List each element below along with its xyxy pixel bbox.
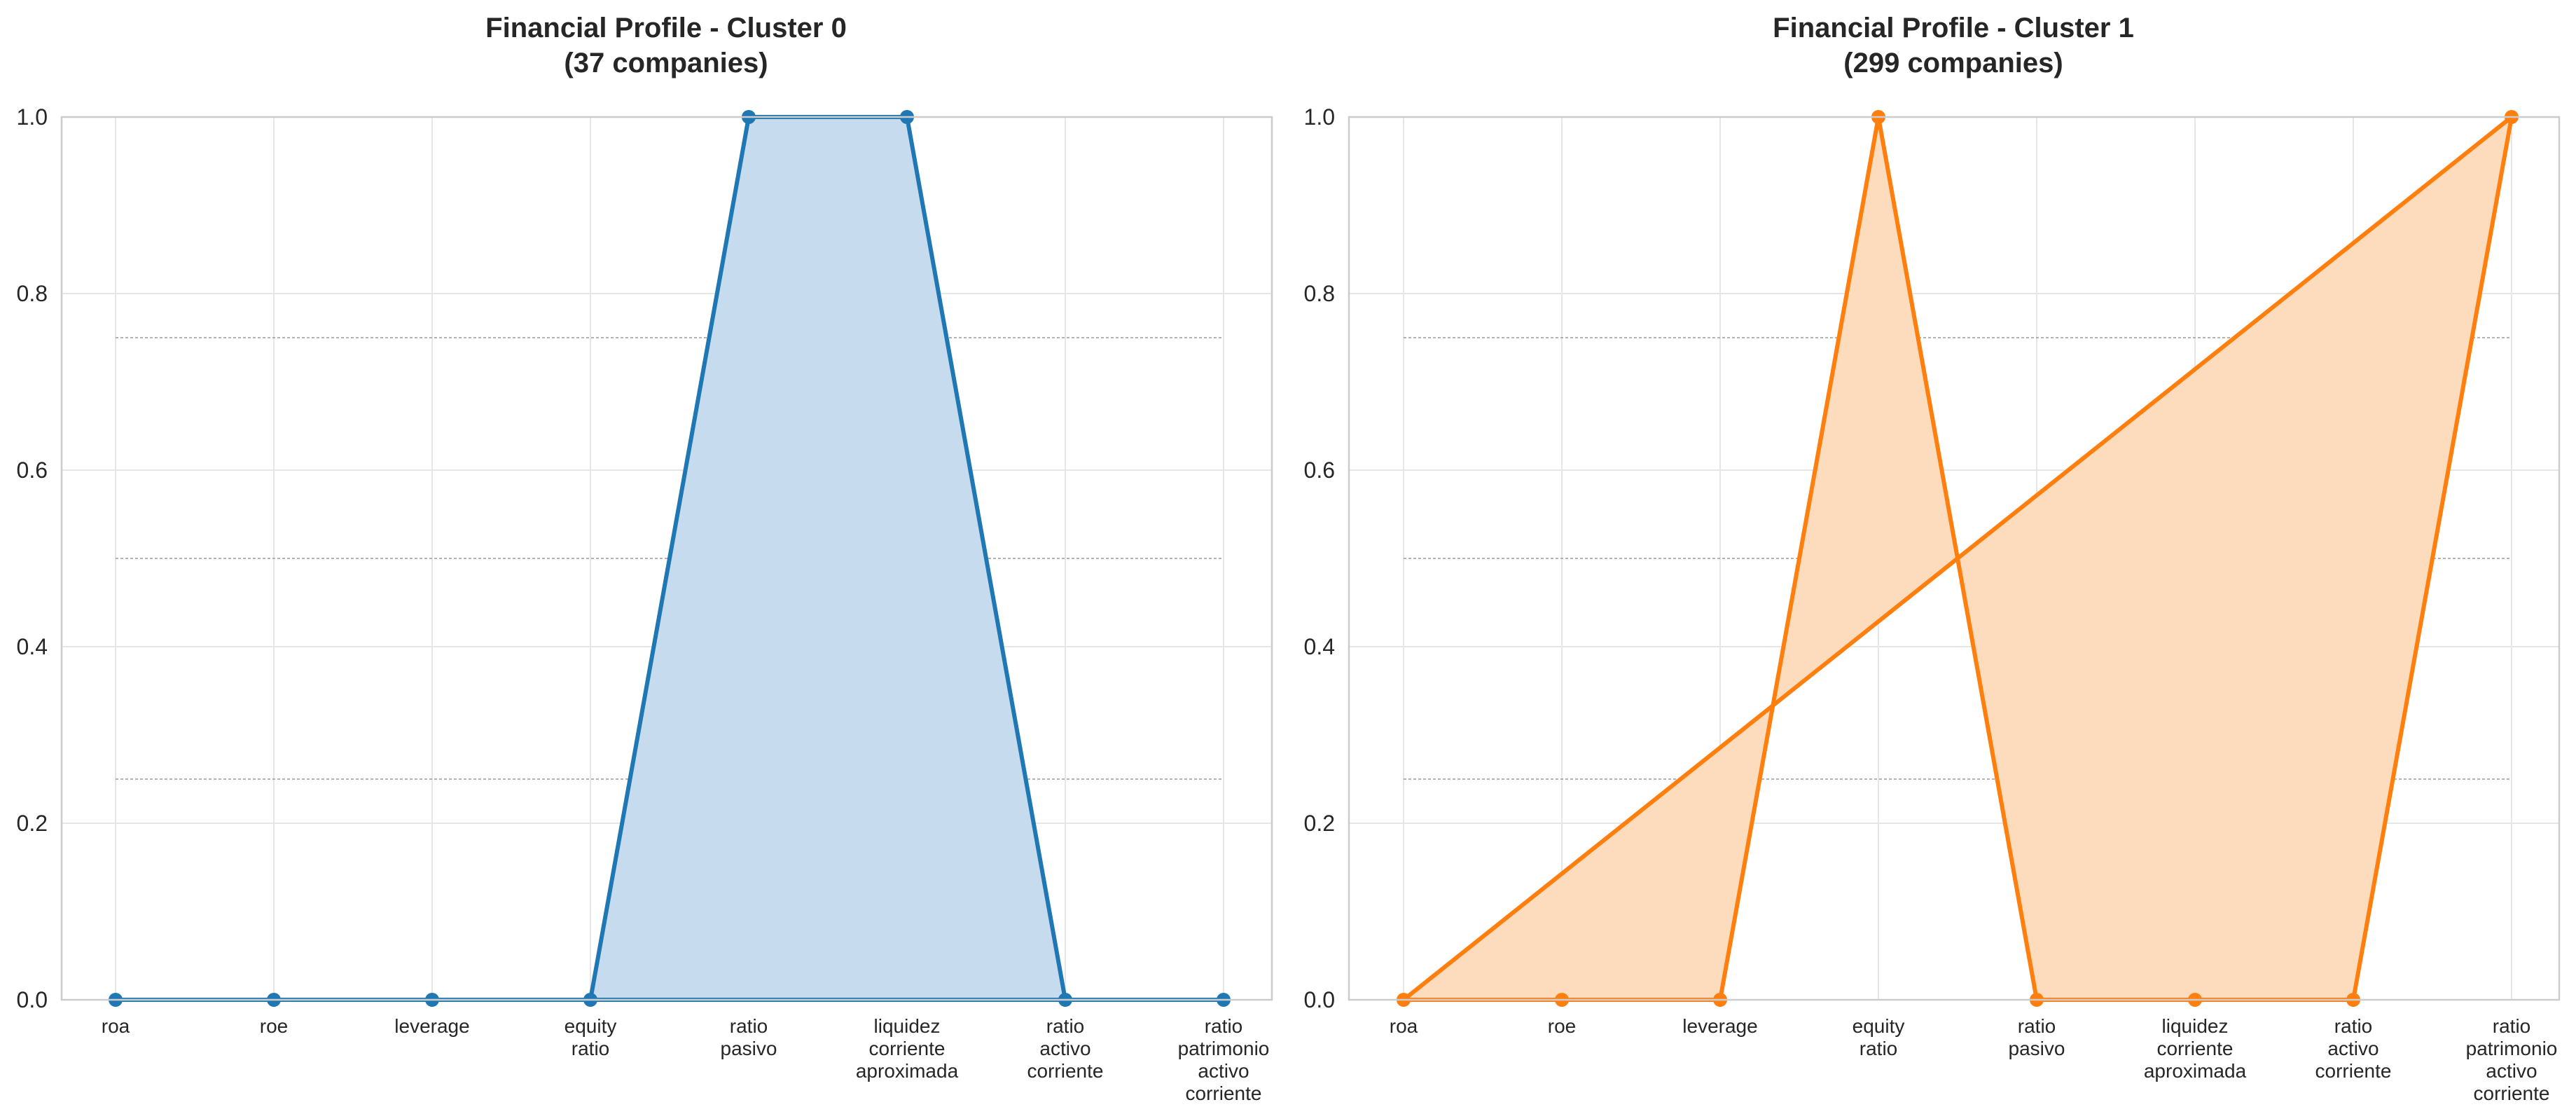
x-tick-label: ratio	[2018, 1015, 2056, 1037]
x-tick-label: ratio	[1860, 1038, 1897, 1059]
x-tick-label: activo	[2486, 1060, 2537, 1082]
y-tick-label: 0.0	[1304, 987, 1335, 1012]
x-tick-label: leverage	[394, 1015, 469, 1037]
chart-title-line1: Financial Profile - Cluster 0	[485, 13, 847, 43]
x-tick-label: activo	[2327, 1038, 2378, 1059]
x-tick-label: patrimonio	[2466, 1038, 2558, 1059]
x-tick-label: ratio	[2493, 1015, 2530, 1037]
chart-title-line2: (37 companies)	[564, 48, 768, 78]
x-tick-label: roe	[260, 1015, 288, 1037]
x-tick-label: aproximada	[2144, 1060, 2247, 1082]
x-tick-label: roa	[102, 1015, 130, 1037]
x-tick-label: corriente	[869, 1038, 946, 1059]
x-tick-label: activo	[1039, 1038, 1090, 1059]
x-tick-label: corriente	[2315, 1060, 2392, 1082]
x-tick-label: pasivo	[721, 1038, 777, 1059]
x-tick-label: corriente	[1027, 1060, 1104, 1082]
y-tick-label: 0.4	[17, 634, 48, 659]
x-tick-label: equity	[565, 1015, 617, 1037]
y-tick-label: 0.2	[1304, 811, 1335, 836]
x-tick-label: leverage	[1682, 1015, 1757, 1037]
chart-title-line1: Financial Profile - Cluster 1	[1773, 13, 2134, 43]
y-tick-label: 0.6	[1304, 458, 1335, 483]
chart-panel-cluster-1: Financial Profile - Cluster 1 (299 compa…	[1304, 13, 2561, 1104]
x-tick-label: aproximada	[856, 1060, 959, 1082]
x-tick-label: ratio	[730, 1015, 768, 1037]
x-tick-label: equity	[1853, 1015, 1905, 1037]
y-tick-label: 1.0	[1304, 104, 1335, 130]
x-tick-label: ratio	[2334, 1015, 2372, 1037]
plot-frame	[60, 116, 1273, 1001]
chart-panel-cluster-0: Financial Profile - Cluster 0 (37 compan…	[17, 13, 1273, 1104]
x-tick-label: roe	[1548, 1015, 1576, 1037]
y-tick-label: 1.0	[17, 104, 48, 130]
x-tick-label: liquidez	[874, 1015, 941, 1037]
x-tick-label: corriente	[2157, 1038, 2234, 1059]
y-tick-label: 0.8	[17, 281, 48, 306]
chart-title-line2: (299 companies)	[1843, 48, 2063, 78]
y-tick-label: 0.2	[17, 811, 48, 836]
x-tick-label: corriente	[1186, 1082, 1262, 1104]
plot-frame	[1348, 116, 2561, 1001]
x-tick-label: roa	[1390, 1015, 1418, 1037]
x-tick-label: ratio	[572, 1038, 609, 1059]
x-tick-label: ratio	[1046, 1015, 1084, 1037]
x-tick-label: pasivo	[2009, 1038, 2065, 1059]
x-tick-label: corriente	[2474, 1082, 2550, 1104]
x-tick-label: liquidez	[2162, 1015, 2229, 1037]
y-tick-label: 0.4	[1304, 634, 1335, 659]
y-tick-label: 0.0	[17, 987, 48, 1012]
x-tick-label: patrimonio	[1178, 1038, 1270, 1059]
y-tick-label: 0.8	[1304, 281, 1335, 306]
x-tick-label: activo	[1198, 1060, 1249, 1082]
x-tick-label: ratio	[1205, 1015, 1242, 1037]
y-tick-label: 0.6	[17, 458, 48, 483]
